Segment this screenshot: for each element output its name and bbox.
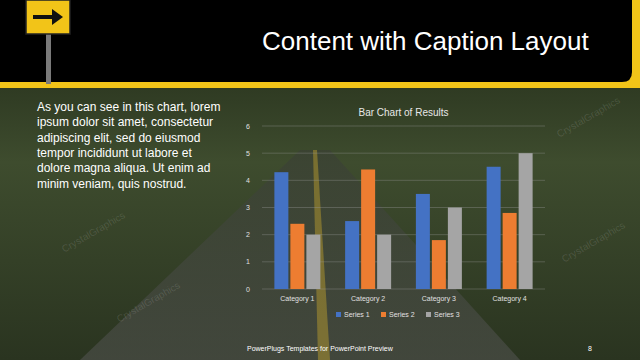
y-tick-label: 2 — [246, 231, 250, 238]
bar — [361, 169, 375, 289]
bar — [416, 194, 430, 289]
x-tick-label: Category 2 — [351, 295, 385, 303]
bar — [377, 235, 391, 289]
grid-line — [262, 207, 545, 208]
legend-label: Series 3 — [434, 311, 460, 318]
grid-line — [262, 234, 545, 235]
slide: CrystalGraphics CrystalGraphics CrystalGra… — [0, 0, 640, 360]
bar — [306, 235, 320, 289]
x-tick-label: Category 4 — [493, 295, 527, 303]
grid-line — [262, 289, 545, 290]
slide-title: Content with Caption Layout — [262, 26, 589, 56]
chart: Bar Chart of Results 0 1 2 3 4 5 6 Category 1 Cat… — [246, 107, 545, 318]
legend-swatch — [381, 312, 386, 317]
grid-line — [262, 180, 545, 181]
y-tick-label: 5 — [246, 150, 250, 157]
body-text: dolore magna aliqua. Ut enim ad — [37, 161, 210, 175]
sign-arrow — [33, 9, 63, 25]
legend-label: Series 2 — [389, 311, 415, 318]
bar — [519, 153, 533, 289]
chart-title: Bar Chart of Results — [358, 107, 448, 118]
legend-swatch — [426, 312, 431, 317]
body-text: As you can see in this chart, lorem — [37, 100, 220, 114]
watermark: CrystalGraphics — [115, 279, 182, 324]
legend-swatch — [336, 312, 341, 317]
sign-post — [46, 30, 51, 84]
grid-line — [262, 261, 545, 262]
grid-line — [262, 126, 545, 127]
watermark: CrystalGraphics — [60, 209, 127, 254]
watermark: CrystalGraphics — [555, 94, 622, 139]
bar — [345, 221, 359, 289]
sign — [26, 0, 70, 34]
page-number: 8 — [588, 345, 592, 352]
bar — [503, 213, 517, 289]
legend-label: Series 1 — [344, 311, 370, 318]
y-tick-label: 0 — [246, 286, 250, 293]
y-tick-label: 1 — [246, 258, 250, 265]
bar — [487, 167, 501, 289]
bar — [274, 172, 288, 289]
y-tick-label: 6 — [246, 123, 250, 130]
bars — [274, 153, 532, 289]
header-frame — [0, 0, 640, 88]
x-tick-label: Category 1 — [280, 295, 314, 303]
body-text: tempor incididunt ut labore et — [37, 146, 192, 160]
header — [0, 0, 632, 82]
bar — [448, 208, 462, 290]
body-text: adipiscing elit, sed do eiusmod — [37, 131, 200, 145]
body-text: minim veniam, quis nostrud. — [37, 177, 186, 191]
bar — [290, 224, 304, 289]
y-tick-label: 3 — [246, 204, 250, 211]
background — [0, 0, 640, 360]
body-text: ipsum dolor sit amet, consectetur — [37, 115, 213, 129]
watermark: CrystalGraphics — [560, 219, 627, 264]
x-tick-label: Category 3 — [422, 295, 456, 303]
grid-line — [262, 153, 545, 154]
y-tick-label: 4 — [246, 177, 250, 184]
footer: PowerPlugs Templates for PowerPoint Prev… — [247, 345, 394, 353]
bar — [432, 240, 446, 289]
